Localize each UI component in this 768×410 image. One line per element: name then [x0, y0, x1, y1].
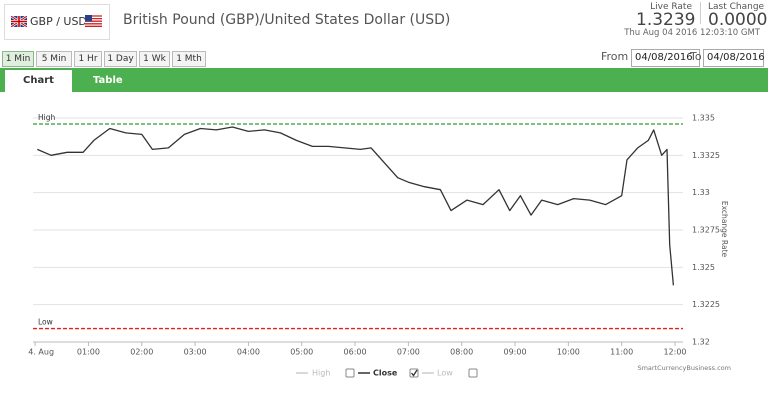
range-button[interactable]: 5 Min — [36, 51, 72, 67]
tab[interactable]: Chart — [5, 70, 72, 92]
x-tick-label: 10:00 — [557, 348, 580, 357]
x-tick-label: 06:00 — [344, 348, 367, 357]
y-tick-label: 1.3325 — [692, 151, 720, 160]
x-tick-label: 07:00 — [397, 348, 420, 357]
us-flag — [85, 15, 102, 27]
x-tick-label: 09:00 — [504, 348, 527, 357]
x-tick-label: 01:00 — [77, 348, 100, 357]
to-input[interactable]: 04/08/2016 — [703, 49, 765, 67]
x-tick-label: 02:00 — [130, 348, 153, 357]
range-button[interactable]: 1 Min — [2, 51, 34, 67]
from-label: From — [601, 50, 629, 63]
y-tick-label: 1.335 — [692, 114, 715, 123]
live-rate-label: Live Rate — [650, 2, 692, 12]
timestamp: Thu Aug 04 2016 12:03:10 GMT — [624, 28, 760, 38]
divider — [700, 2, 701, 24]
tab-bar — [0, 68, 768, 92]
legend-checkbox[interactable] — [468, 368, 478, 378]
last-change-label: Last Change — [708, 2, 765, 12]
y-tick-label: 1.32 — [692, 338, 710, 347]
x-tick-label: 11:00 — [610, 348, 633, 357]
y-tick-label: 1.33 — [692, 188, 710, 197]
low-label: Low — [38, 318, 53, 327]
y-tick-label: 1.325 — [692, 263, 715, 272]
high-label: High — [38, 113, 55, 122]
legend-label: Low — [437, 369, 453, 378]
pair-label: GBP / USD — [30, 15, 87, 28]
tab[interactable]: Table — [93, 75, 123, 86]
chart: SmartCurrencyBusiness.com Exchange Rate … — [28, 113, 731, 378]
to-label: To — [690, 50, 702, 63]
from-input[interactable]: 04/08/2016 — [631, 49, 700, 67]
range-button[interactable]: 1 Hr — [74, 51, 102, 67]
x-tick-label: 05:00 — [290, 348, 313, 357]
uk-flag — [11, 16, 27, 27]
y-tick-label: 1.3225 — [692, 300, 720, 309]
legend-label: High — [312, 369, 330, 378]
checkmark — [410, 369, 418, 377]
x-tick-label: 12:00 — [663, 348, 686, 357]
x-tick-label: 08:00 — [450, 348, 473, 357]
x-tick-label: 04:00 — [237, 348, 260, 357]
legend-checkbox[interactable] — [345, 368, 355, 378]
close-line — [37, 126, 675, 286]
live-rate: 1.3239 — [636, 10, 696, 30]
page-title: British Pound (GBP)/United States Dollar… — [123, 12, 451, 28]
legend-label: Close — [373, 369, 398, 378]
x-tick-label: 4. Aug — [28, 348, 54, 357]
pair-box[interactable]: GBP / USD — [4, 4, 110, 40]
range-button[interactable]: 1 Day — [104, 51, 137, 67]
range-button[interactable]: 1 Wk — [139, 51, 170, 67]
y-tick-label: 1.3275 — [692, 226, 720, 235]
y-axis-title: Exchange Rate — [720, 201, 729, 258]
last-change: 0.0000 — [708, 10, 768, 30]
range-button[interactable]: 1 Mth — [172, 51, 206, 67]
x-tick-label: 03:00 — [184, 348, 207, 357]
credit: SmartCurrencyBusiness.com — [637, 364, 731, 372]
